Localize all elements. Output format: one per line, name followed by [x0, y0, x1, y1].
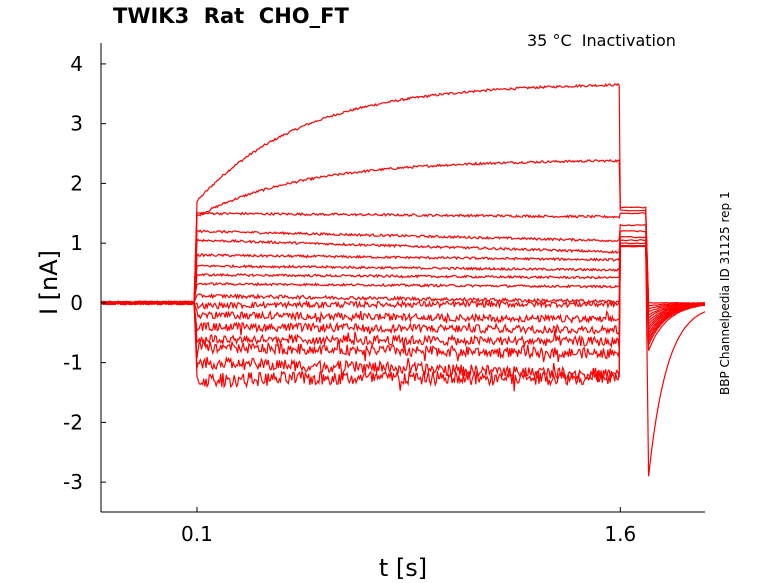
- current-trace-9: [101, 244, 705, 329]
- y-tick-label: 2: [70, 171, 83, 195]
- chart-subtitle: 35 °C Inactivation: [527, 31, 676, 50]
- x-tick-label: 1.6: [604, 522, 636, 546]
- current-trace-10: [101, 244, 705, 332]
- current-trace-6: [101, 235, 705, 320]
- x-tick-label: 0.1: [181, 522, 213, 546]
- current-trace-12: [101, 244, 705, 337]
- current-trace-11: [101, 245, 705, 335]
- current-trace-1: [101, 82, 705, 306]
- current-trace-4: [101, 223, 705, 313]
- y-tick-label: 4: [70, 52, 83, 76]
- current-trace-15: [101, 244, 705, 363]
- current-trace-8: [101, 242, 705, 326]
- current-trace-2: [101, 158, 705, 307]
- y-tick-label: 1: [70, 231, 83, 255]
- current-trace-17: [101, 244, 705, 477]
- current-trace-5: [101, 229, 705, 316]
- y-tick-label: -1: [63, 351, 83, 375]
- current-trace-16: [101, 245, 705, 383]
- y-axis-label: I [nA]: [35, 250, 63, 315]
- y-tick-label: -3: [63, 470, 83, 494]
- current-trace-13: [101, 244, 705, 342]
- current-trace-3: [101, 211, 705, 311]
- y-tick-label: 3: [70, 112, 83, 136]
- x-axis-label: t [s]: [379, 554, 427, 582]
- axes: -3 -2 -1 0 1 2 3 4 0.1 1.6 t [s] I [nA]: [35, 43, 705, 582]
- current-trace-14: [101, 245, 705, 349]
- chart-title: TWIK3 Rat CHO_FT: [113, 4, 349, 28]
- trace-group: [101, 82, 705, 477]
- y-tick-label: 0: [70, 291, 83, 315]
- y-tick-label: -2: [63, 410, 83, 434]
- side-note: BBP Channelpedia ID 31125 rep 1: [718, 191, 732, 395]
- current-trace-7: [101, 238, 705, 323]
